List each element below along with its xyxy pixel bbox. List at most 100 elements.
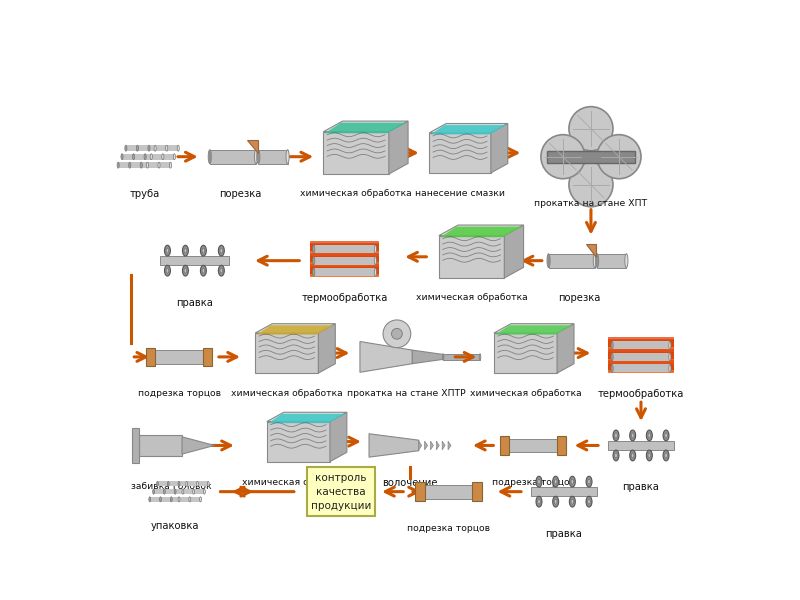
Ellipse shape: [150, 350, 154, 364]
Ellipse shape: [474, 485, 477, 499]
Ellipse shape: [595, 254, 598, 268]
Ellipse shape: [505, 439, 508, 452]
Polygon shape: [210, 150, 256, 164]
Ellipse shape: [202, 248, 205, 253]
Ellipse shape: [159, 497, 162, 502]
Polygon shape: [158, 481, 186, 487]
Ellipse shape: [166, 248, 169, 253]
Ellipse shape: [611, 353, 614, 361]
Polygon shape: [266, 412, 347, 422]
Ellipse shape: [665, 433, 667, 438]
Ellipse shape: [133, 154, 134, 160]
Polygon shape: [612, 353, 670, 361]
Ellipse shape: [182, 265, 188, 276]
Polygon shape: [255, 324, 335, 333]
Polygon shape: [257, 325, 334, 335]
Ellipse shape: [391, 328, 402, 339]
Text: подрезка торцов: подрезка торцов: [492, 478, 574, 487]
Text: контроль
качества
продукции: контроль качества продукции: [310, 473, 371, 511]
Ellipse shape: [220, 248, 222, 253]
Ellipse shape: [536, 476, 542, 487]
Polygon shape: [608, 350, 674, 360]
Ellipse shape: [554, 499, 557, 504]
Ellipse shape: [166, 268, 169, 273]
Polygon shape: [608, 364, 674, 373]
Ellipse shape: [157, 481, 158, 487]
Polygon shape: [145, 154, 174, 160]
Ellipse shape: [182, 245, 188, 256]
Polygon shape: [557, 436, 566, 455]
Polygon shape: [389, 121, 408, 174]
Polygon shape: [430, 133, 491, 173]
Polygon shape: [258, 150, 287, 164]
Polygon shape: [154, 489, 183, 494]
Ellipse shape: [631, 433, 634, 438]
Ellipse shape: [614, 433, 618, 438]
Ellipse shape: [374, 268, 377, 276]
Text: правка: правка: [622, 482, 659, 493]
Polygon shape: [310, 241, 379, 251]
Ellipse shape: [669, 353, 671, 361]
Polygon shape: [494, 333, 557, 373]
Ellipse shape: [663, 450, 669, 461]
Polygon shape: [130, 162, 159, 168]
Text: химическая обработка: химическая обработка: [300, 189, 412, 198]
Ellipse shape: [383, 320, 410, 347]
Polygon shape: [500, 436, 510, 455]
Ellipse shape: [125, 145, 127, 151]
Ellipse shape: [420, 485, 423, 499]
Text: нанесение смазки: нанесение смазки: [415, 189, 505, 198]
Ellipse shape: [203, 489, 206, 494]
Polygon shape: [415, 482, 425, 501]
Polygon shape: [360, 341, 412, 372]
Ellipse shape: [220, 268, 222, 273]
Ellipse shape: [150, 154, 152, 160]
Polygon shape: [439, 225, 523, 236]
Ellipse shape: [178, 497, 180, 502]
Ellipse shape: [186, 481, 188, 487]
Polygon shape: [443, 354, 480, 360]
Ellipse shape: [663, 430, 669, 441]
Polygon shape: [246, 140, 258, 153]
Ellipse shape: [208, 150, 211, 164]
Ellipse shape: [625, 254, 628, 268]
Polygon shape: [314, 245, 375, 253]
Ellipse shape: [170, 162, 172, 168]
Polygon shape: [152, 350, 206, 364]
Ellipse shape: [165, 245, 170, 256]
Text: упаковка: упаковка: [151, 521, 199, 531]
Ellipse shape: [374, 257, 377, 265]
Ellipse shape: [178, 481, 180, 487]
Polygon shape: [182, 437, 214, 454]
Polygon shape: [139, 434, 182, 456]
Polygon shape: [494, 324, 574, 333]
Ellipse shape: [569, 163, 613, 207]
Ellipse shape: [144, 154, 146, 160]
Polygon shape: [612, 341, 670, 349]
Polygon shape: [430, 441, 434, 450]
Polygon shape: [448, 441, 451, 450]
Text: правка: правка: [546, 529, 582, 539]
Ellipse shape: [554, 479, 557, 484]
Ellipse shape: [374, 245, 377, 253]
Ellipse shape: [163, 489, 166, 494]
Polygon shape: [504, 225, 523, 278]
Polygon shape: [547, 151, 635, 163]
Text: термообработка: термообработка: [302, 293, 388, 303]
Polygon shape: [175, 489, 205, 494]
Polygon shape: [203, 347, 212, 366]
Polygon shape: [179, 481, 208, 487]
Polygon shape: [126, 145, 155, 151]
Ellipse shape: [153, 489, 154, 494]
Ellipse shape: [174, 154, 175, 160]
Polygon shape: [495, 325, 573, 335]
Ellipse shape: [202, 268, 205, 273]
Polygon shape: [472, 482, 482, 501]
Ellipse shape: [154, 145, 156, 151]
Text: подрезка торцов: подрезка торцов: [138, 389, 221, 398]
Ellipse shape: [538, 499, 540, 504]
Ellipse shape: [611, 364, 614, 373]
Polygon shape: [323, 131, 389, 174]
Polygon shape: [310, 256, 379, 266]
Polygon shape: [134, 154, 163, 160]
